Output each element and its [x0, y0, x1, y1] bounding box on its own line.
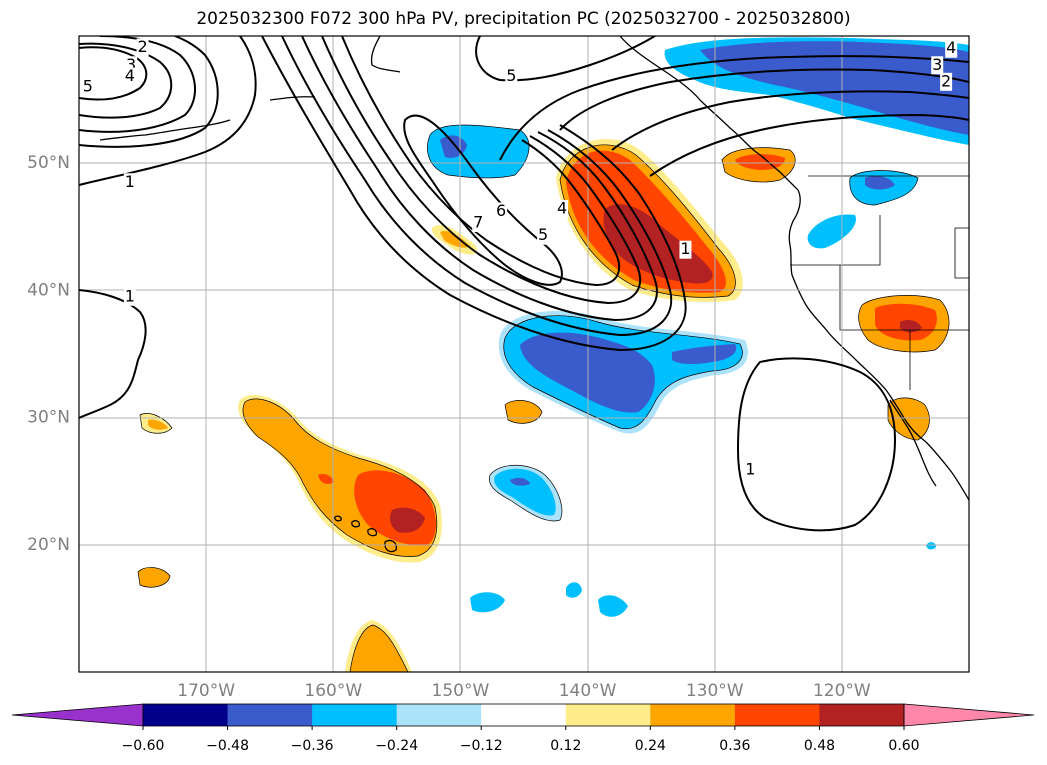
colorbar-tick-label: −0.48 [206, 738, 249, 754]
colorbar-extend-max [903, 703, 1035, 727]
colorbar-segment [565, 704, 651, 726]
latitude-tick-labels: 50°N 40°N 30°N 20°N [27, 153, 70, 555]
pv-contour-label: 1 [680, 239, 690, 258]
colorbar-extend-min [11, 703, 144, 727]
colorbar-tick-label: 0.36 [719, 738, 750, 754]
precip-shading [138, 37, 969, 672]
pv-contour-label: 6 [496, 201, 506, 220]
colorbar-tick-label: 0.12 [550, 738, 581, 754]
pv-label-halo [945, 39, 958, 58]
colorbar-tick-label: 0.48 [804, 738, 835, 754]
pv-label-halo [472, 213, 485, 232]
pv-contour-label: 4 [125, 66, 135, 85]
lon-tick-label: 150°W [432, 681, 490, 701]
lat-tick-label: 40°N [27, 280, 70, 300]
lon-tick-label: 130°W [686, 681, 744, 701]
pv-label-halo [123, 67, 136, 86]
pv-label-halo [123, 173, 136, 192]
colorbar-segment [312, 704, 398, 726]
colorbar: −0.60 −0.48 −0.36 −0.24 −0.12 0.12 0.24 0.36 0.4… [11, 703, 1035, 754]
lat-tick-label: 50°N [27, 153, 70, 173]
state-borders [790, 175, 969, 390]
pv-contour-label: 4 [557, 198, 567, 217]
colorbar-tick-label: −0.36 [291, 738, 334, 754]
lat-tick-label: 30°N [27, 408, 70, 428]
pv-label-halo [556, 199, 569, 218]
colorbar-segment [481, 704, 567, 726]
lon-tick-label: 140°W [559, 681, 617, 701]
colorbar-segment [734, 704, 820, 726]
lon-tick-label: 160°W [304, 681, 362, 701]
pv-label-halo [123, 287, 136, 306]
longitude-tick-labels: 170°W 160°W 150°W 140°W 130°W 120°W [177, 681, 871, 701]
lon-tick-label: 170°W [177, 681, 235, 701]
pv-contour-label: 7 [473, 212, 483, 231]
precip-outlines [137, 124, 950, 672]
pv-contours [79, 36, 969, 532]
pv-contour-label: 2 [941, 71, 951, 90]
pv-label-halo [744, 460, 757, 479]
pv-contour-label: 1 [745, 459, 755, 478]
colorbar-segment [819, 704, 905, 726]
pv-label-halo [505, 67, 518, 86]
colorbar-tick-label: 0.24 [635, 738, 666, 754]
colorbar-tick-label: −0.24 [375, 738, 418, 754]
pv-contour-label: 4 [946, 38, 956, 57]
colorbar-tick-label: −0.60 [122, 738, 165, 754]
colorbar-frame [142, 703, 905, 727]
map-title: 2025032300 F072 300 hPa PV, precipitatio… [196, 9, 851, 29]
pv-label-halo [81, 77, 94, 96]
pv-label-halo [940, 72, 953, 91]
colorbar-tick-label: −0.12 [460, 738, 503, 754]
pv-contour-label: 3 [126, 55, 136, 74]
pv-contour-label: 5 [83, 76, 93, 95]
pv-label-halo [537, 226, 550, 245]
colorbar-segment [650, 704, 736, 726]
map-frame [78, 35, 970, 673]
pv-label-halo [679, 240, 692, 259]
pv-label-halo [931, 56, 944, 75]
colorbar-segment [227, 704, 313, 726]
pv-contour-label: 1 [125, 172, 135, 191]
gridlines [79, 36, 969, 672]
lon-tick-label: 120°W [813, 681, 871, 701]
pv-label-halo [495, 202, 508, 221]
pv-contour-label: 5 [538, 225, 548, 244]
colorbar-tick-label: 0.60 [888, 738, 919, 754]
colorbar-segment [396, 704, 482, 726]
pv-contour-label: 1 [125, 286, 135, 305]
pv-contour-label: 5 [506, 66, 516, 85]
lat-tick-label: 20°N [27, 535, 70, 555]
pv-contour-label: 3 [932, 55, 942, 74]
colorbar-segment [143, 704, 229, 726]
pv-label-halo [136, 38, 149, 57]
coastlines [99, 36, 969, 553]
pv-contour-label: 2 [137, 37, 147, 56]
